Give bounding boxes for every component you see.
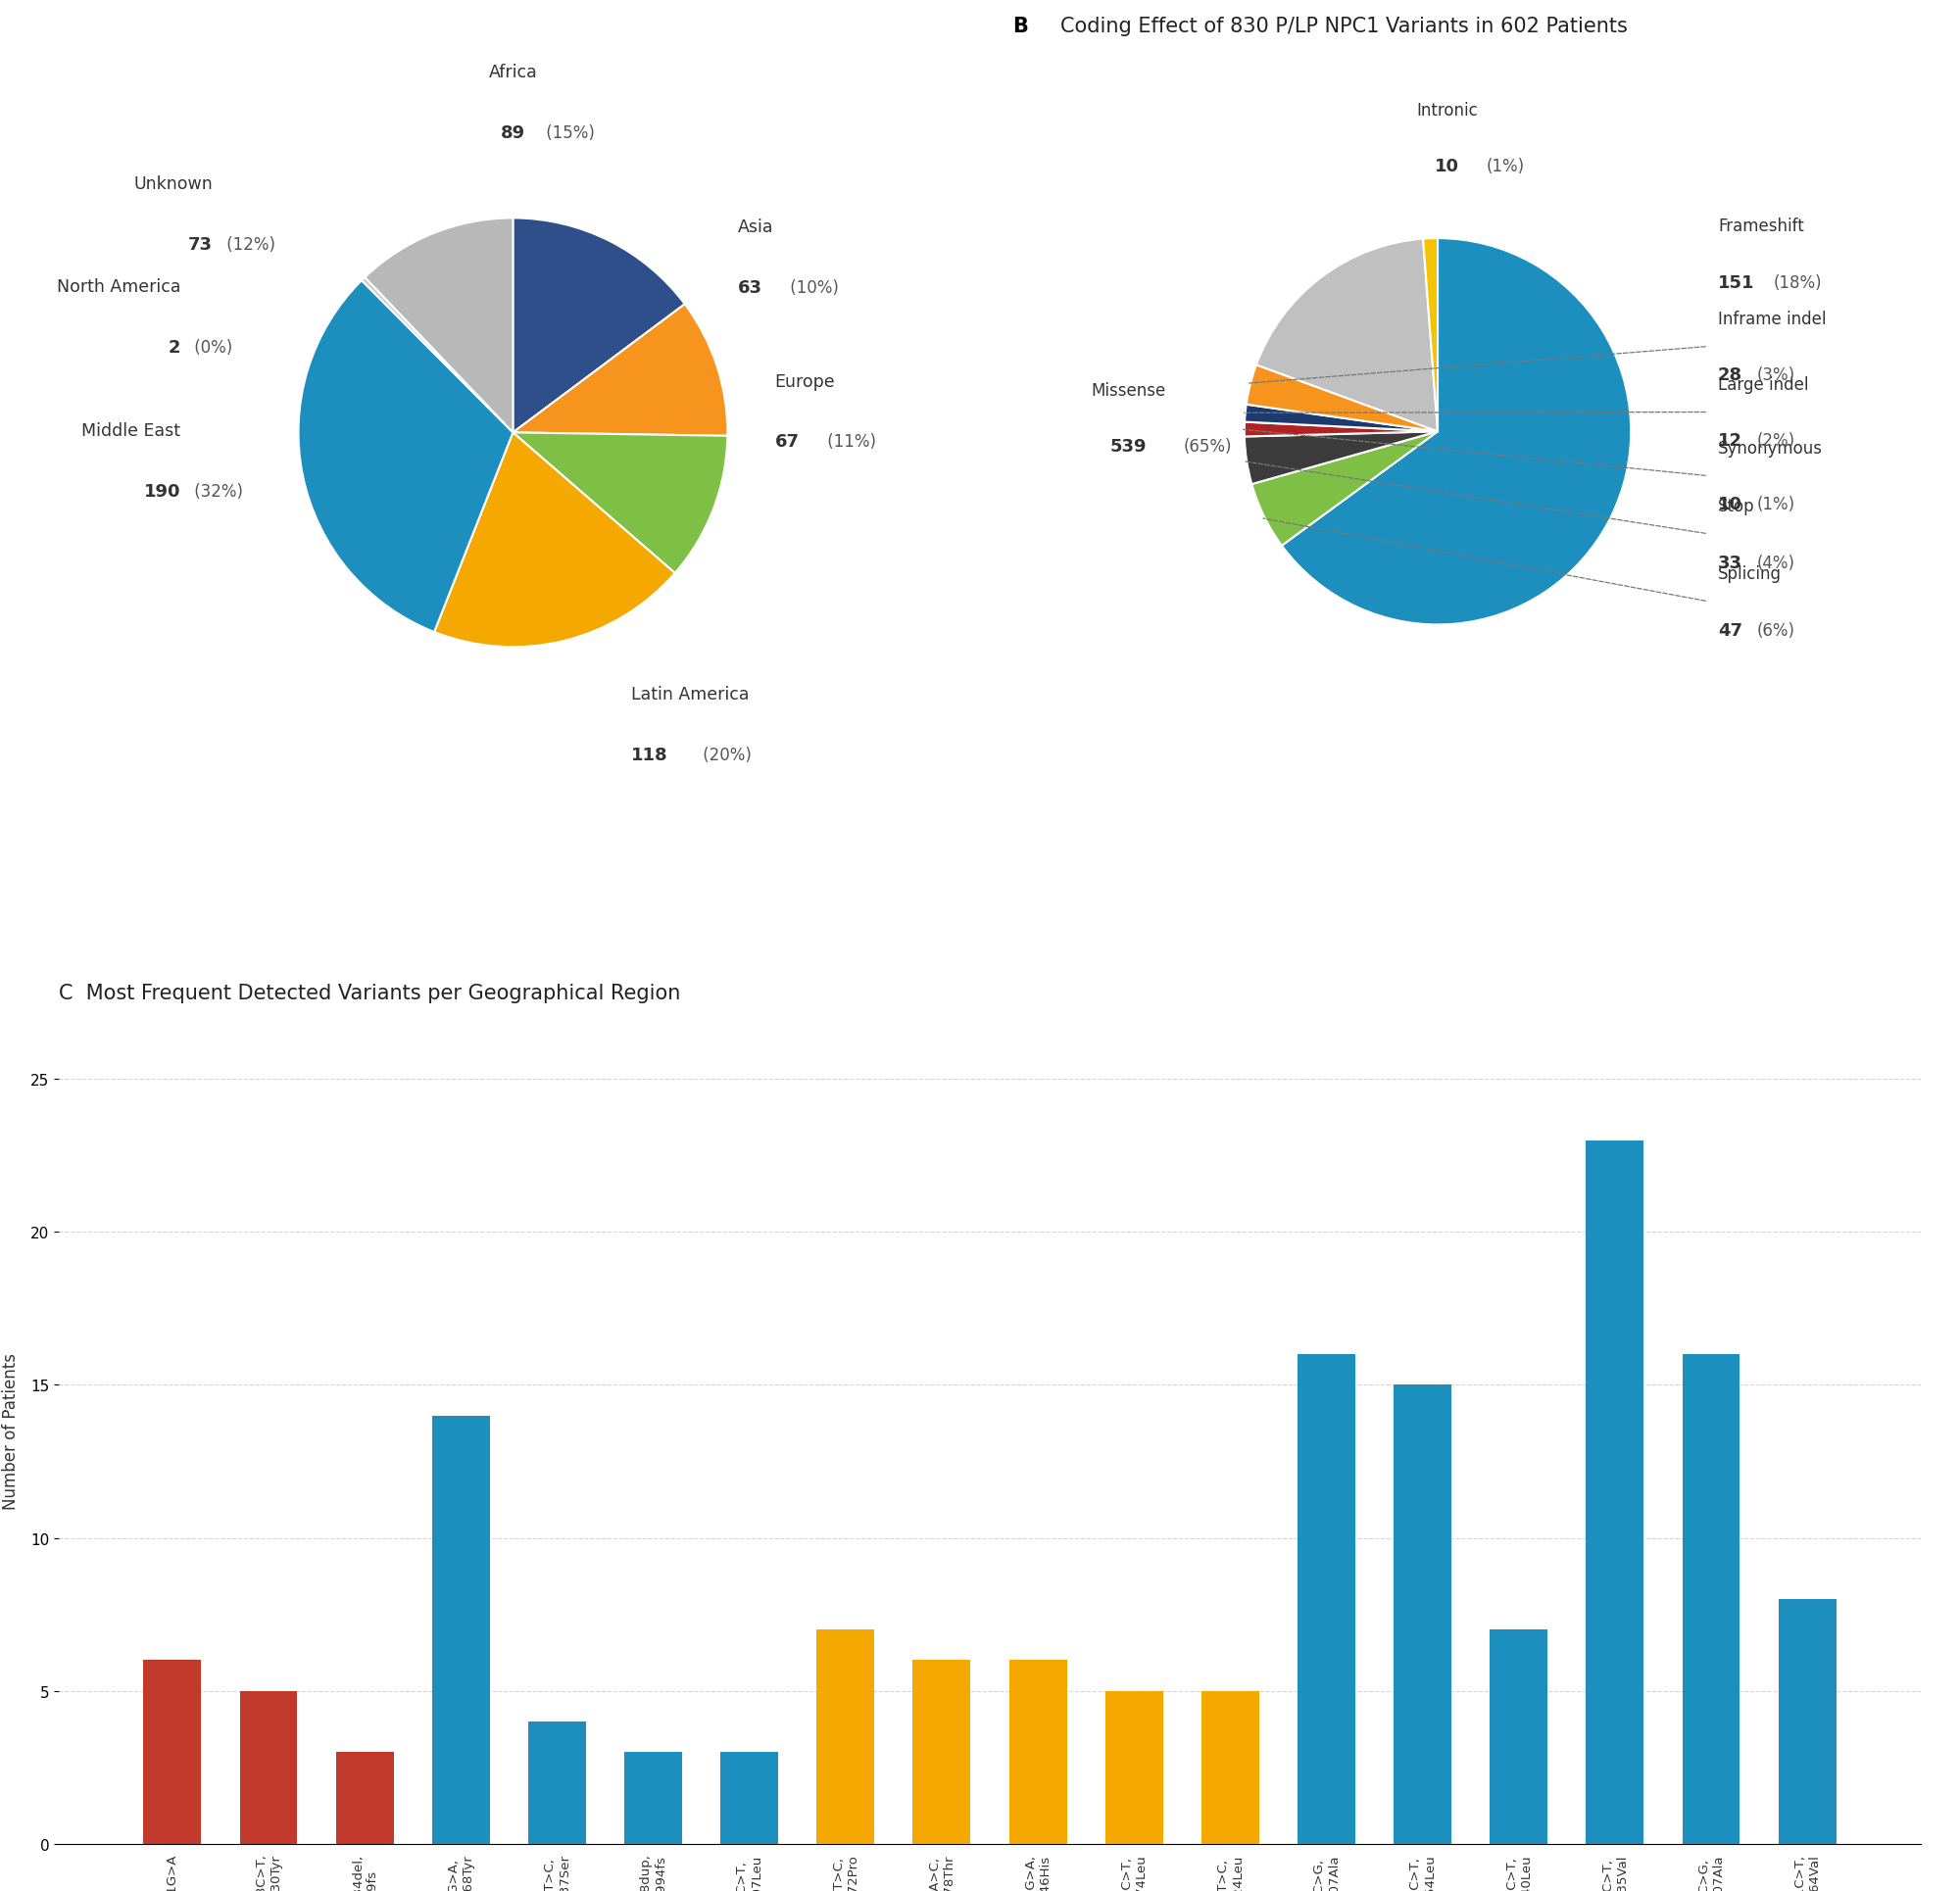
Text: (1%): (1%) xyxy=(1756,495,1795,514)
Wedge shape xyxy=(1247,365,1439,433)
Wedge shape xyxy=(1245,422,1439,437)
Wedge shape xyxy=(1252,433,1439,546)
Text: Inframe indel: Inframe indel xyxy=(1717,310,1827,327)
Bar xyxy=(335,1751,394,1844)
Text: 47: 47 xyxy=(1717,622,1742,639)
Bar xyxy=(239,1691,298,1844)
Text: 28: 28 xyxy=(1717,367,1742,384)
Bar xyxy=(817,1630,874,1844)
Text: (18%): (18%) xyxy=(1774,274,1821,291)
Text: (4%): (4%) xyxy=(1756,554,1795,571)
Text: Europe: Europe xyxy=(774,373,835,390)
Text: (12%): (12%) xyxy=(221,236,274,253)
Text: 73: 73 xyxy=(188,236,212,253)
Text: 12: 12 xyxy=(1717,433,1742,450)
Text: North America: North America xyxy=(57,278,180,297)
Text: Africa: Africa xyxy=(488,64,537,81)
Text: (1%): (1%) xyxy=(1486,159,1525,176)
Text: 10: 10 xyxy=(1435,159,1460,176)
Bar xyxy=(1778,1600,1837,1844)
Wedge shape xyxy=(1245,405,1439,433)
Wedge shape xyxy=(298,282,514,633)
Wedge shape xyxy=(1423,238,1439,433)
Text: Latin America: Latin America xyxy=(631,686,749,703)
Text: 63: 63 xyxy=(739,278,762,297)
Text: (2%): (2%) xyxy=(1756,433,1795,450)
Text: 10: 10 xyxy=(1717,495,1742,514)
Text: (65%): (65%) xyxy=(1184,439,1233,456)
Wedge shape xyxy=(363,278,514,433)
Text: Frameshift: Frameshift xyxy=(1717,217,1803,234)
Bar xyxy=(1682,1354,1740,1844)
Wedge shape xyxy=(514,304,727,437)
Text: (10%): (10%) xyxy=(786,278,839,297)
Wedge shape xyxy=(514,219,684,433)
Text: 67: 67 xyxy=(774,433,800,450)
Text: Intronic: Intronic xyxy=(1417,102,1478,119)
Bar xyxy=(527,1721,586,1844)
Text: B: B xyxy=(1013,17,1029,36)
Text: (15%): (15%) xyxy=(541,125,594,142)
Bar xyxy=(1394,1384,1452,1844)
Text: Coding Effect of 830 P/LP NPC1 Variants in 602 Patients: Coding Effect of 830 P/LP NPC1 Variants … xyxy=(1060,17,1629,36)
Text: Middle East: Middle East xyxy=(82,422,180,439)
Text: Splicing: Splicing xyxy=(1717,565,1782,582)
Text: (0%): (0%) xyxy=(188,338,233,357)
Text: (32%): (32%) xyxy=(188,482,243,499)
Text: 89: 89 xyxy=(500,125,525,142)
Text: Stop: Stop xyxy=(1717,497,1754,514)
Text: 118: 118 xyxy=(631,747,668,764)
Text: (20%): (20%) xyxy=(698,747,751,764)
Text: Synonymous: Synonymous xyxy=(1717,439,1823,458)
Text: Large indel: Large indel xyxy=(1717,376,1809,393)
Bar xyxy=(1298,1354,1354,1844)
Text: C  Most Frequent Detected Variants per Geographical Region: C Most Frequent Detected Variants per Ge… xyxy=(59,983,680,1002)
Wedge shape xyxy=(1282,238,1631,626)
Wedge shape xyxy=(435,433,674,647)
Text: 151: 151 xyxy=(1717,274,1754,291)
Text: Unknown: Unknown xyxy=(133,176,212,193)
Wedge shape xyxy=(514,433,727,573)
Wedge shape xyxy=(1245,433,1439,484)
Text: 539: 539 xyxy=(1109,439,1147,456)
Bar xyxy=(431,1416,490,1844)
Text: (11%): (11%) xyxy=(821,433,876,450)
Bar xyxy=(1490,1630,1548,1844)
Bar xyxy=(1586,1140,1644,1844)
Bar xyxy=(913,1660,970,1844)
Bar xyxy=(625,1751,682,1844)
Text: 190: 190 xyxy=(143,482,180,499)
Wedge shape xyxy=(365,219,514,433)
Text: (3%): (3%) xyxy=(1756,367,1795,384)
Bar xyxy=(143,1660,202,1844)
Text: (6%): (6%) xyxy=(1756,622,1795,639)
Text: Missense: Missense xyxy=(1092,382,1166,399)
Text: 33: 33 xyxy=(1717,554,1742,571)
Bar xyxy=(1009,1660,1066,1844)
Bar xyxy=(1201,1691,1258,1844)
Text: 2: 2 xyxy=(169,338,180,357)
Text: Asia: Asia xyxy=(739,217,774,236)
Y-axis label: Number of Patients: Number of Patients xyxy=(2,1352,20,1509)
Bar xyxy=(1105,1691,1162,1844)
Bar xyxy=(721,1751,778,1844)
Wedge shape xyxy=(1256,240,1439,433)
